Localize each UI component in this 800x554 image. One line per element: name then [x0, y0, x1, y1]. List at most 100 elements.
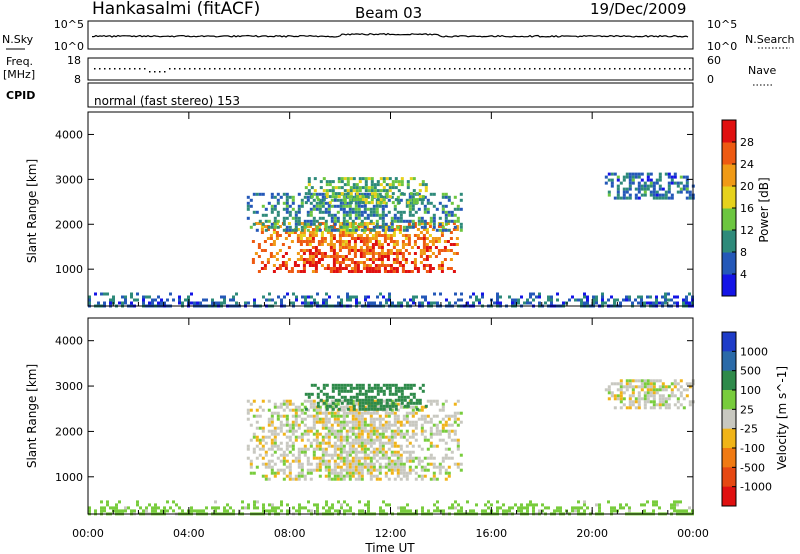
- echo-cell: [258, 414, 262, 418]
- echo-cell: [421, 383, 425, 387]
- echo-cell: [413, 222, 417, 225]
- echo-cell: [277, 506, 280, 510]
- echo-cell: [353, 267, 357, 270]
- echo-cell: [372, 432, 376, 436]
- echo-cell: [268, 292, 271, 296]
- echo-cell: [270, 204, 274, 208]
- echo-cell: [241, 506, 244, 510]
- echo-cell: [420, 459, 424, 463]
- echo-cell: [366, 429, 370, 433]
- echo-cell: [357, 414, 361, 418]
- echo-cell: [366, 195, 370, 199]
- echo-cell: [384, 213, 388, 217]
- echo-cell: [300, 438, 304, 442]
- echo-cell: [359, 246, 363, 249]
- echo-cell: [658, 506, 661, 510]
- echo-cell: [329, 270, 333, 273]
- echo-cell: [363, 420, 367, 424]
- echo-cell: [311, 234, 315, 237]
- echo-cell: [387, 225, 391, 229]
- echo-cell: [655, 193, 659, 197]
- echo-cell: [571, 509, 574, 513]
- echo-cell: [405, 228, 409, 232]
- echo-cell: [382, 404, 386, 408]
- echo-cell: [324, 201, 328, 205]
- freq-dot: [279, 68, 281, 70]
- echo-cell: [444, 471, 448, 475]
- echo-cell: [276, 201, 280, 205]
- echo-cell: [214, 500, 217, 504]
- echo-cell: [367, 509, 370, 513]
- echo-cell: [673, 506, 676, 510]
- echo-cell: [299, 222, 303, 225]
- echo-cell: [586, 506, 589, 510]
- echo-cell: [321, 411, 325, 415]
- echo-cell: [345, 471, 349, 475]
- echo-cell: [372, 411, 376, 415]
- echo-cell: [538, 295, 541, 299]
- echo-cell: [331, 189, 335, 193]
- echo-cell: [425, 264, 429, 267]
- echo-cell: [397, 506, 400, 510]
- echo-cell: [349, 189, 353, 193]
- echo-cell: [283, 295, 286, 299]
- echo-cell: [547, 298, 550, 302]
- freq-dot: [364, 68, 366, 70]
- echo-cell: [384, 450, 388, 454]
- echo-cell: [637, 172, 641, 176]
- echo-cell: [256, 500, 259, 504]
- echo-cell: [435, 432, 439, 436]
- echo-cell: [321, 423, 325, 427]
- freq-dot: [334, 68, 336, 70]
- echo-cell: [315, 468, 319, 472]
- echo-cell: [610, 181, 614, 185]
- echo-cell: [281, 261, 285, 264]
- echo-cell: [637, 385, 641, 389]
- echo-cell: [393, 429, 397, 433]
- echo-cell: [673, 503, 676, 507]
- echo-cell: [336, 438, 340, 442]
- echo-cell: [443, 240, 447, 243]
- echo-cell: [261, 429, 265, 433]
- echo-cell: [379, 386, 383, 390]
- echo-cell: [451, 506, 454, 510]
- echo-cell: [291, 228, 295, 232]
- echo-cell: [437, 240, 441, 243]
- echo-cell: [205, 506, 208, 510]
- echo-cell: [365, 264, 369, 267]
- echo-cell: [423, 429, 427, 433]
- echo-cell: [372, 426, 376, 430]
- echo-cell: [679, 379, 683, 383]
- echo-cell: [342, 207, 346, 211]
- echo-cell: [334, 186, 338, 190]
- echo-cell: [299, 231, 303, 234]
- echo-cell: [670, 298, 673, 302]
- echo-cell: [330, 213, 334, 217]
- echo-cell: [517, 506, 520, 510]
- echo-cell: [423, 468, 427, 472]
- echo-cell: [360, 213, 364, 217]
- echo-cell: [380, 258, 384, 261]
- echo-cell: [450, 219, 454, 223]
- echo-cell: [291, 477, 295, 481]
- echo-cell: [685, 388, 689, 392]
- freq-dot: [94, 68, 96, 70]
- echo-cell: [408, 219, 412, 223]
- freq-dot: [194, 68, 196, 70]
- echo-cell: [688, 506, 691, 510]
- echo-cell: [432, 399, 436, 403]
- echo-cell: [646, 172, 650, 176]
- echo-cell: [431, 237, 435, 240]
- echo-cell: [347, 231, 351, 234]
- echo-cell: [670, 193, 674, 197]
- echo-cell: [379, 389, 383, 393]
- echo-cell: [377, 243, 381, 246]
- echo-cell: [345, 456, 349, 460]
- echo-cell: [436, 301, 439, 305]
- echo-cell: [399, 210, 403, 214]
- echo-cell: [336, 435, 340, 439]
- echo-cell: [278, 225, 282, 228]
- echo-cell: [303, 219, 307, 223]
- echo-cell: [307, 183, 311, 187]
- echo-cell: [676, 301, 679, 305]
